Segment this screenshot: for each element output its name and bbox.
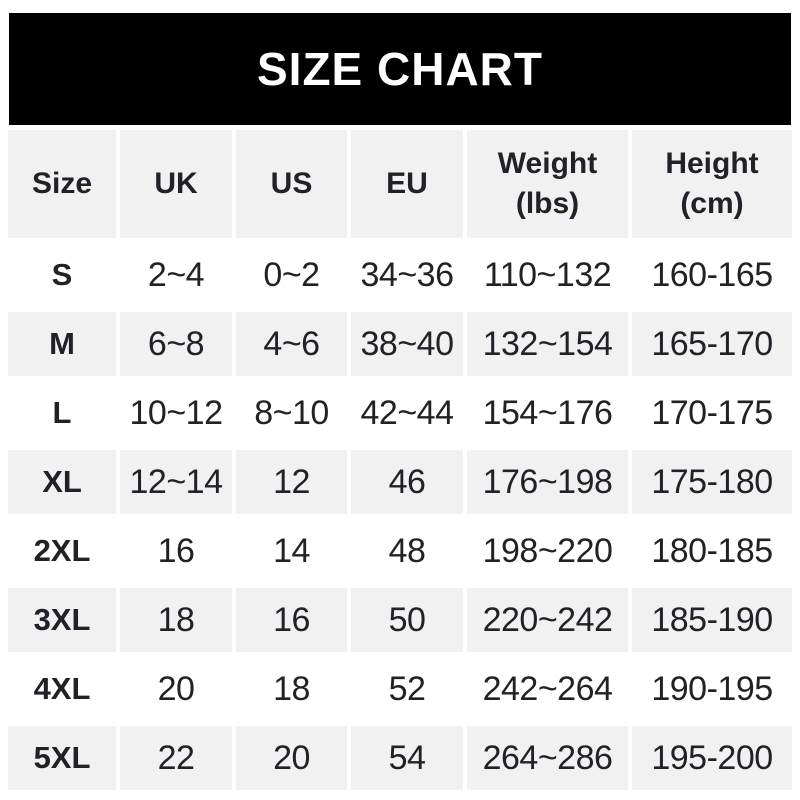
title-banner: SIZE CHART [9, 13, 791, 125]
uk-cell: 6~8 [120, 312, 232, 376]
weight-cell: 220~242 [467, 588, 628, 652]
eu-cell: 50 [351, 588, 463, 652]
size-cell: 4XL [8, 657, 116, 721]
uk-cell: 10~12 [120, 381, 232, 445]
eu-cell: 52 [351, 657, 463, 721]
table-row: M 6~8 4~6 38~40 132~154 165-170 [8, 312, 792, 376]
us-cell: 4~6 [236, 312, 347, 376]
column-header-size: Size [8, 130, 116, 238]
uk-cell: 18 [120, 588, 232, 652]
column-header-weight: Weight (lbs) [467, 130, 628, 238]
page-title: SIZE CHART [257, 43, 543, 95]
us-cell: 8~10 [236, 381, 347, 445]
size-cell: S [8, 243, 116, 307]
eu-cell: 42~44 [351, 381, 463, 445]
table-header-row: Size UK US EU Weight (lbs) Height (cm) [8, 130, 792, 238]
weight-cell: 198~220 [467, 519, 628, 583]
weight-cell: 264~286 [467, 726, 628, 790]
height-cell: 160-165 [632, 243, 792, 307]
height-cell: 190-195 [632, 657, 792, 721]
us-cell: 0~2 [236, 243, 347, 307]
column-header-height: Height (cm) [632, 130, 792, 238]
size-cell: 3XL [8, 588, 116, 652]
height-cell: 185-190 [632, 588, 792, 652]
table-row: L 10~12 8~10 42~44 154~176 170-175 [8, 381, 792, 445]
table-row: XL 12~14 12 46 176~198 175-180 [8, 450, 792, 514]
eu-cell: 38~40 [351, 312, 463, 376]
column-header-us: US [236, 130, 347, 238]
column-header-eu: EU [351, 130, 463, 238]
table-row: 4XL 20 18 52 242~264 190-195 [8, 657, 792, 721]
us-cell: 14 [236, 519, 347, 583]
uk-cell: 20 [120, 657, 232, 721]
us-cell: 12 [236, 450, 347, 514]
eu-cell: 48 [351, 519, 463, 583]
height-cell: 170-175 [632, 381, 792, 445]
size-cell: 5XL [8, 726, 116, 790]
height-cell: 165-170 [632, 312, 792, 376]
weight-cell: 132~154 [467, 312, 628, 376]
eu-cell: 34~36 [351, 243, 463, 307]
size-cell: M [8, 312, 116, 376]
us-cell: 18 [236, 657, 347, 721]
uk-cell: 22 [120, 726, 232, 790]
uk-cell: 16 [120, 519, 232, 583]
height-cell: 195-200 [632, 726, 792, 790]
us-cell: 16 [236, 588, 347, 652]
size-cell: XL [8, 450, 116, 514]
size-cell: L [8, 381, 116, 445]
uk-cell: 2~4 [120, 243, 232, 307]
weight-cell: 242~264 [467, 657, 628, 721]
table-row: 5XL 22 20 54 264~286 195-200 [8, 726, 792, 790]
eu-cell: 46 [351, 450, 463, 514]
size-cell: 2XL [8, 519, 116, 583]
table-row: 2XL 16 14 48 198~220 180-185 [8, 519, 792, 583]
weight-cell: 154~176 [467, 381, 628, 445]
table-row: S 2~4 0~2 34~36 110~132 160-165 [8, 243, 792, 307]
us-cell: 20 [236, 726, 347, 790]
table-row: 3XL 18 16 50 220~242 185-190 [8, 588, 792, 652]
height-cell: 180-185 [632, 519, 792, 583]
weight-cell: 110~132 [467, 243, 628, 307]
eu-cell: 54 [351, 726, 463, 790]
column-header-uk: UK [120, 130, 232, 238]
weight-cell: 176~198 [467, 450, 628, 514]
size-table: Size UK US EU Weight (lbs) Height (cm) S… [8, 130, 792, 790]
uk-cell: 12~14 [120, 450, 232, 514]
height-cell: 175-180 [632, 450, 792, 514]
